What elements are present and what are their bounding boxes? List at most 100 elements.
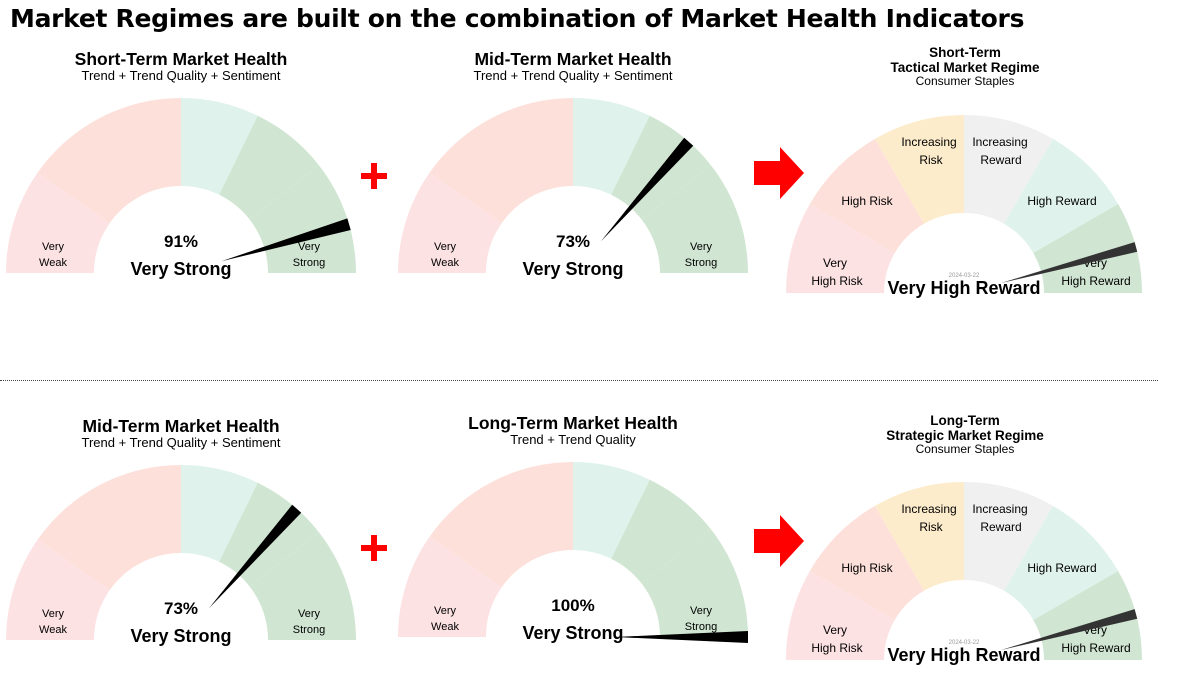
neutral-band	[573, 462, 650, 559]
very-weak-band	[6, 539, 110, 640]
regime-term-title: Short-Term	[929, 45, 1001, 60]
regime-status: Very High Reward	[887, 278, 1040, 298]
high-reward-band	[1004, 505, 1119, 620]
gauge-needle	[600, 137, 694, 242]
regime-title-block: Short-Term Tactical Market Regime Consum…	[845, 45, 1085, 89]
gauge-value: 73%	[556, 232, 590, 251]
band-label-weak: Weak	[431, 257, 459, 269]
gauge-subtitle: Trend + Trend Quality + Sentiment	[473, 68, 673, 84]
strong-band	[611, 479, 711, 584]
very-weak-band	[6, 172, 110, 273]
band-label: Reward	[980, 520, 1021, 534]
gauge-subtitle: Trend + Trend Quality + Sentiment	[81, 435, 281, 451]
band-label: Increasing	[972, 135, 1027, 149]
gauge-title-block: Short-Term Market Health Trend + Trend Q…	[31, 49, 331, 84]
gauge-needle	[615, 631, 748, 643]
plus-icon	[361, 163, 387, 189]
band-label-strong: Strong	[685, 621, 717, 633]
gauge-subtitle: Trend + Trend Quality	[510, 432, 636, 448]
very-strong-band	[641, 529, 748, 637]
band-label: High Reward	[1061, 274, 1130, 288]
increasing-reward-band	[964, 115, 1053, 224]
weak-band	[429, 98, 573, 224]
weak-band	[37, 98, 181, 224]
mid-term-health-gauge: Very Weak Very Strong 73% Very Strong	[398, 98, 748, 279]
band-label: Risk	[919, 153, 943, 167]
band-label: High Reward	[1061, 641, 1130, 655]
regime-term-title: Long-Term	[930, 413, 1000, 428]
long-term-health-gauge: Very Weak Very Strong 100% Very Strong	[398, 462, 748, 643]
gauge-title: Mid-Term Market Health	[474, 49, 672, 69]
band-label-strong: Strong	[293, 624, 325, 636]
band-label: Increasing	[901, 135, 956, 149]
very-high-reward-band	[1033, 204, 1142, 293]
page-title: Market Regimes are built on the combinat…	[10, 4, 1025, 33]
very-strong-band	[641, 165, 748, 273]
high-reward-band	[1004, 138, 1119, 253]
gauge-value: 91%	[164, 232, 198, 251]
band-label-very: Very	[434, 605, 457, 617]
arrow-right-icon	[754, 147, 804, 199]
long-term-regime-gauge: Very High Risk High Risk Increasing Risk Incr…	[786, 482, 1142, 665]
very-weak-band	[398, 536, 502, 637]
gauge-title: Long-Term Market Health	[468, 413, 678, 433]
regime-type-title: Strategic Market Regime	[886, 428, 1044, 444]
band-label-very: Very	[42, 241, 65, 253]
band-label-strong: Strong	[293, 257, 325, 269]
band-label-weak: Weak	[39, 624, 67, 636]
very-high-risk-band	[786, 204, 895, 293]
band-label: High Reward	[1027, 561, 1096, 575]
regime-date: 2024-03-22	[949, 640, 980, 646]
band-label-very: Very	[690, 241, 713, 253]
high-risk-band	[809, 505, 924, 620]
increasing-risk-band	[875, 115, 964, 224]
weak-band	[429, 462, 573, 588]
arrow-right-icon	[754, 515, 804, 567]
gauge-title-block: Mid-Term Market Health Trend + Trend Qua…	[423, 49, 723, 84]
row-divider	[0, 380, 1158, 381]
very-high-risk-band	[786, 571, 895, 660]
gauge-status: Very Strong	[522, 623, 623, 643]
gauge-value: 100%	[551, 596, 594, 615]
band-label-very: Very	[298, 241, 321, 253]
very-strong-band	[249, 532, 356, 640]
band-label: Increasing	[901, 502, 956, 516]
regime-needle	[1000, 609, 1138, 651]
band-label-strong: Strong	[685, 257, 717, 269]
mid-term-health-gauge: Very Weak Very Strong 73% Very Strong	[6, 465, 356, 646]
gauge-title-block: Long-Term Market Health Trend + Trend Qu…	[423, 413, 723, 448]
band-label: Very	[823, 623, 847, 637]
gauge-needle	[221, 218, 351, 262]
band-label-very: Very	[298, 608, 321, 620]
band-label: High Risk	[841, 561, 893, 575]
regime-status: Very High Reward	[887, 645, 1040, 665]
short-term-health-gauge: Very Weak Very Strong 91% Very Strong	[6, 98, 356, 279]
plus-icon	[361, 535, 387, 561]
band-label: High Risk	[841, 194, 893, 208]
gauge-title-block: Mid-Term Market Health Trend + Trend Qua…	[31, 416, 331, 451]
gauge-value: 73%	[164, 599, 198, 618]
neutral-band	[181, 98, 258, 195]
neutral-band	[181, 465, 258, 562]
weak-band	[37, 465, 181, 591]
neutral-band	[573, 98, 650, 195]
band-label: Reward	[980, 153, 1021, 167]
strong-band	[219, 115, 319, 220]
band-label-weak: Weak	[431, 621, 459, 633]
regime-title-block: Long-Term Strategic Market Regime Consum…	[845, 413, 1085, 457]
regime-needle	[1000, 242, 1138, 284]
band-label: Increasing	[972, 502, 1027, 516]
gauge-status: Very Strong	[522, 259, 623, 279]
gauge-title: Short-Term Market Health	[74, 49, 288, 69]
regime-sector: Consumer Staples	[915, 74, 1015, 89]
gauge-status: Very Strong	[130, 259, 231, 279]
band-label: Risk	[919, 520, 943, 534]
gauge-title: Mid-Term Market Health	[82, 416, 280, 436]
gauge-needle	[208, 504, 302, 609]
increasing-reward-band	[964, 482, 1053, 591]
high-risk-band	[809, 138, 924, 253]
band-label-very: Very	[434, 241, 457, 253]
band-label: Very	[823, 256, 847, 270]
gauge-subtitle: Trend + Trend Quality + Sentiment	[81, 68, 281, 84]
gauge-status: Very Strong	[130, 626, 231, 646]
